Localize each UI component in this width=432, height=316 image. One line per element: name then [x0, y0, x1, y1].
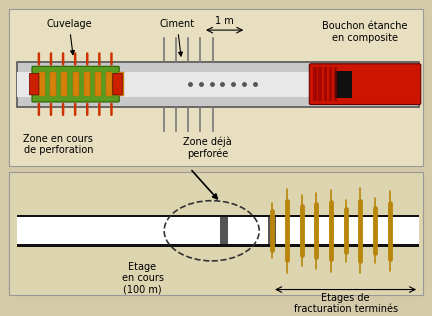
FancyBboxPatch shape	[32, 66, 119, 102]
Bar	[334, 67, 337, 101]
Text: Etage
en cours
(100 m): Etage en cours (100 m)	[121, 262, 164, 295]
Text: Zone en cours
de perforation: Zone en cours de perforation	[23, 134, 93, 155]
Bar	[73, 72, 79, 96]
Bar	[268, 217, 276, 244]
Bar	[324, 67, 327, 101]
Bar	[39, 72, 45, 96]
Bar	[329, 67, 332, 101]
Bar	[118, 72, 124, 96]
Bar	[220, 217, 228, 244]
Bar	[106, 72, 112, 96]
Bar	[313, 67, 317, 101]
Text: Etages de
fracturation terminés: Etages de fracturation terminés	[293, 293, 398, 314]
Bar	[318, 67, 322, 101]
Bar	[17, 215, 419, 247]
Bar	[61, 72, 67, 96]
FancyBboxPatch shape	[17, 72, 419, 97]
Bar	[17, 217, 419, 244]
Bar	[50, 72, 56, 96]
FancyBboxPatch shape	[113, 73, 122, 95]
FancyBboxPatch shape	[17, 62, 419, 107]
Bar	[84, 72, 90, 96]
Bar	[335, 71, 352, 98]
Bar	[95, 72, 101, 96]
Text: Ciment: Ciment	[159, 19, 195, 56]
FancyBboxPatch shape	[29, 73, 39, 95]
Text: 1 m: 1 m	[215, 15, 234, 26]
FancyBboxPatch shape	[9, 9, 423, 166]
Text: Bouchon étanche
en composite: Bouchon étanche en composite	[322, 21, 408, 43]
Text: Zone déjà
perforée: Zone déjà perforée	[183, 136, 232, 159]
FancyBboxPatch shape	[9, 172, 423, 295]
FancyBboxPatch shape	[309, 64, 421, 105]
Text: Cuvelage: Cuvelage	[46, 19, 92, 55]
